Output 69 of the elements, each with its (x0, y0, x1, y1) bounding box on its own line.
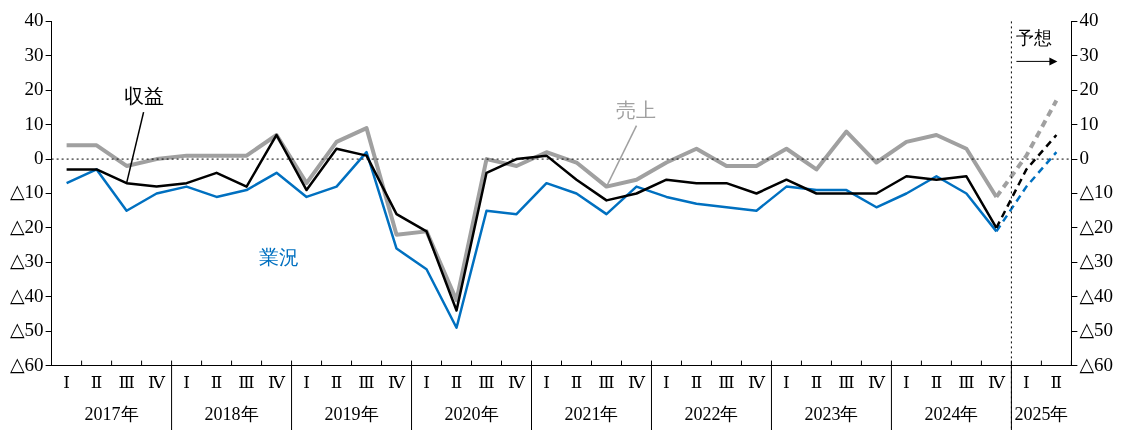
x-tick-label: Ⅱ (210, 373, 223, 393)
x-tick-label: Ⅱ (810, 373, 823, 393)
y2-tick-label: △40 (1079, 284, 1114, 306)
x-tick-label: Ⅲ (238, 373, 255, 393)
y2-tick-label: 20 (1079, 78, 1099, 100)
text: 2021年 (564, 403, 619, 424)
x-tick-label: Ⅱ (450, 373, 463, 393)
x-tick-label: Ⅳ (867, 373, 886, 393)
y-tick-label: △30 (9, 250, 44, 272)
y-tick-label: 20 (24, 78, 44, 100)
annotation: 予想 (1016, 28, 1053, 49)
y2-tick-label: △30 (1079, 250, 1114, 272)
x-tick-label: Ⅲ (958, 373, 975, 393)
x-tick-label: Ⅳ (747, 373, 766, 393)
text: 2018年 (204, 403, 259, 424)
text: 売上 (616, 98, 657, 121)
text: 2022年 (684, 403, 739, 424)
x-tick-label: Ⅲ (598, 373, 615, 393)
x-tick-label: Ⅳ (388, 373, 407, 393)
text: 業況 (258, 246, 299, 269)
x-tick-label: Ⅱ (330, 373, 343, 393)
y-tick-label: 30 (24, 43, 44, 65)
x-tick-label: Ⅲ (478, 373, 495, 393)
y-tick-label: 0 (34, 147, 44, 169)
text: 2020年 (444, 403, 499, 424)
x-tick-label: Ⅲ (838, 373, 855, 393)
y-tick-label: 40 (24, 9, 44, 31)
x-tick-label: Ⅲ (358, 373, 375, 393)
x-tick-label: Ⅳ (627, 373, 646, 393)
x-tick-label: Ⅱ (90, 373, 103, 393)
text: 2023年 (804, 403, 859, 424)
x-tick-label: Ⅳ (268, 373, 287, 393)
x-tick-label: Ⅱ (930, 373, 943, 393)
text: 2025年 (1014, 403, 1069, 424)
x-tick-label: Ⅱ (1050, 373, 1063, 393)
y-tick-label: △40 (9, 284, 44, 306)
y2-tick-label: 30 (1079, 43, 1099, 65)
x-tick-label: Ⅰ (1023, 373, 1030, 393)
y2-tick-label: 40 (1079, 9, 1099, 31)
y-tick-label: 10 (24, 112, 44, 134)
x-tick-label: Ⅰ (543, 373, 550, 393)
text: 2024年 (924, 403, 979, 424)
y2-tick-label: △60 (1079, 353, 1114, 375)
text: 2019年 (324, 403, 379, 424)
y-tick-label: △60 (9, 353, 44, 375)
x-tick-label: Ⅲ (718, 373, 735, 393)
x-tick-label: Ⅰ (663, 373, 670, 393)
text: 2017年 (84, 403, 139, 424)
x-tick-label: Ⅰ (423, 373, 430, 393)
x-tick-label: Ⅳ (148, 373, 167, 393)
x-tick-label: Ⅳ (987, 373, 1006, 393)
y2-tick-label: △10 (1079, 181, 1114, 203)
y-tick-label: △20 (9, 215, 44, 237)
y2-tick-label: △20 (1079, 215, 1114, 237)
y2-tick-label: 0 (1079, 147, 1089, 169)
x-tick-label: Ⅰ (63, 373, 70, 393)
y2-tick-label: △50 (1079, 319, 1114, 341)
x-tick-label: Ⅰ (183, 373, 190, 393)
x-tick-label: Ⅰ (303, 373, 310, 393)
x-tick-label: Ⅰ (783, 373, 790, 393)
y-tick-label: △50 (9, 319, 44, 341)
x-tick-label: Ⅱ (690, 373, 703, 393)
x-tick-label: Ⅳ (508, 373, 527, 393)
text: 収益 (123, 85, 164, 108)
y2-tick-label: 10 (1079, 112, 1099, 134)
x-tick-label: Ⅰ (903, 373, 910, 393)
y-tick-label: △10 (9, 181, 44, 203)
x-tick-label: Ⅲ (118, 373, 135, 393)
x-tick-label: Ⅱ (570, 373, 583, 393)
